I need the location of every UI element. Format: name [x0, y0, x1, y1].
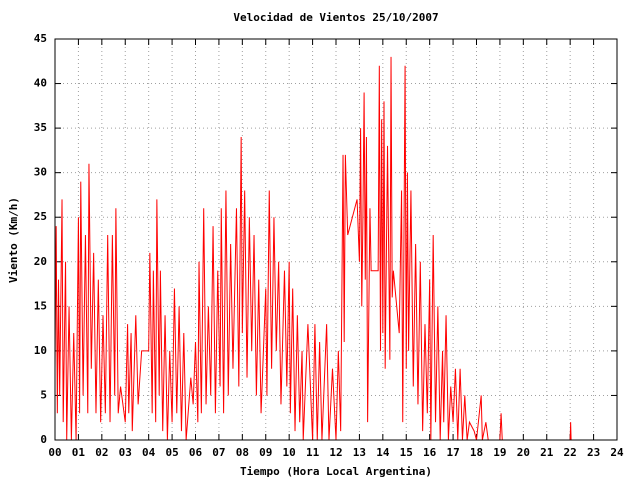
x-tick-label: 22 — [564, 446, 577, 459]
x-tick-label: 07 — [212, 446, 225, 459]
x-tick-label: 18 — [470, 446, 483, 459]
x-tick-label: 19 — [493, 446, 506, 459]
x-tick-label: 00 — [48, 446, 61, 459]
x-tick-label: 20 — [517, 446, 530, 459]
x-tick-label: 01 — [72, 446, 86, 459]
plot-border — [54, 38, 618, 441]
x-tick-label: 24 — [610, 446, 624, 459]
y-tick-label: 10 — [34, 344, 47, 357]
y-tick-label: 45 — [34, 32, 47, 45]
y-tick-label: 35 — [34, 121, 47, 134]
x-tick-label: 13 — [353, 446, 366, 459]
x-axis-label: Tiempo (Hora Local Argentina) — [240, 465, 432, 478]
x-tick-label: 02 — [95, 446, 108, 459]
wind-line — [54, 56, 572, 441]
x-tick-label: 05 — [165, 446, 178, 459]
y-tick-label: 20 — [34, 255, 47, 268]
y-tick-label: 5 — [40, 388, 47, 401]
y-axis-label: Viento (Km/h) — [7, 197, 20, 283]
x-tick-label: 11 — [306, 446, 320, 459]
y-tick-label: 0 — [40, 433, 47, 446]
x-tick-label: 23 — [587, 446, 600, 459]
x-tick-label: 03 — [119, 446, 132, 459]
y-tick-label: 40 — [34, 77, 47, 90]
x-tick-label: 08 — [236, 446, 249, 459]
x-tick-label: 09 — [259, 446, 272, 459]
x-tick-label: 06 — [189, 446, 203, 459]
x-tick-label: 17 — [446, 446, 459, 459]
chart-title: Velocidad de Vientos 25/10/2007 — [233, 11, 438, 24]
y-tick-label: 15 — [34, 299, 47, 312]
x-tick-label: 21 — [540, 446, 554, 459]
x-tick-label: 15 — [400, 446, 413, 459]
y-tick-label: 25 — [34, 210, 47, 223]
y-tick-label: 30 — [34, 166, 47, 179]
x-tick-label: 10 — [283, 446, 296, 459]
x-tick-label: 16 — [423, 446, 437, 459]
x-tick-label: 04 — [142, 446, 156, 459]
x-tick-label: 14 — [376, 446, 390, 459]
x-tick-label: 12 — [329, 446, 342, 459]
